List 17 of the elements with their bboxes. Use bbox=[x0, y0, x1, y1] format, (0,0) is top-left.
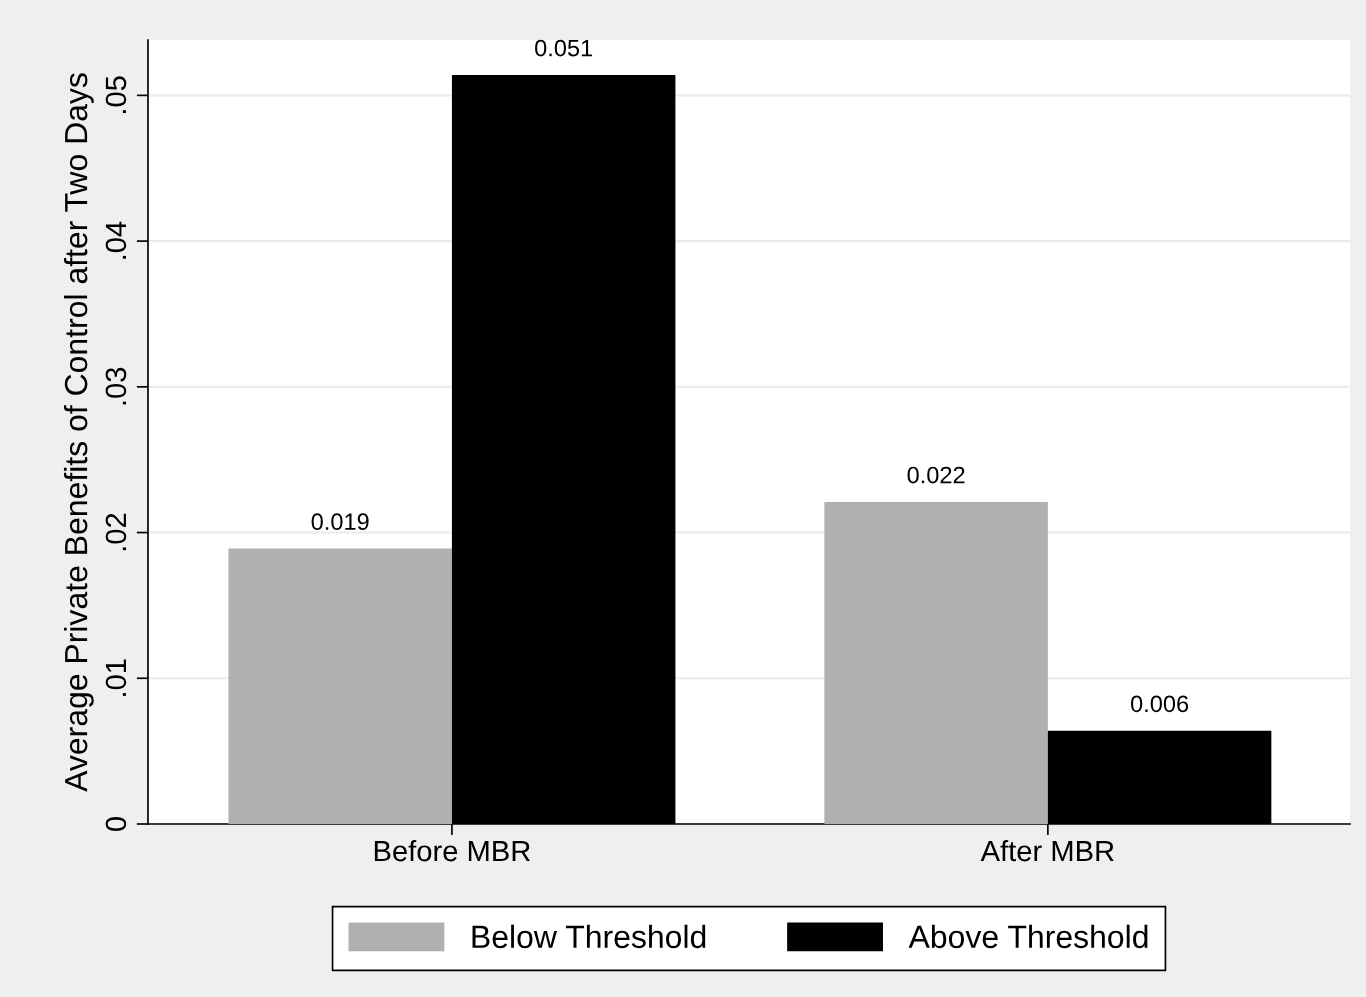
data-label: 0.006 bbox=[1130, 695, 1189, 713]
y-tick-label: .05 bbox=[105, 76, 127, 113]
data-label: 0.022 bbox=[907, 466, 965, 484]
legend-label: Below Threshold bbox=[472, 924, 706, 949]
bar bbox=[228, 548, 452, 824]
data-label: 0.051 bbox=[535, 39, 593, 57]
y-tick-label: .01 bbox=[105, 659, 127, 696]
x-tick-label: Before MBR bbox=[374, 840, 530, 862]
bar bbox=[824, 501, 1048, 824]
x-tick-label: After MBR bbox=[980, 840, 1114, 862]
data-label: 0.019 bbox=[311, 513, 369, 531]
y-axis-title: Average Private Benefits of Control after Two Days bbox=[63, 73, 94, 792]
y-tick-label: .03 bbox=[105, 367, 127, 405]
y-tick-label: 0 bbox=[105, 817, 127, 831]
legend-label: Above Threshold bbox=[908, 924, 1148, 949]
y-tick-label: .02 bbox=[105, 513, 127, 551]
y-tick-label: .04 bbox=[105, 221, 127, 259]
